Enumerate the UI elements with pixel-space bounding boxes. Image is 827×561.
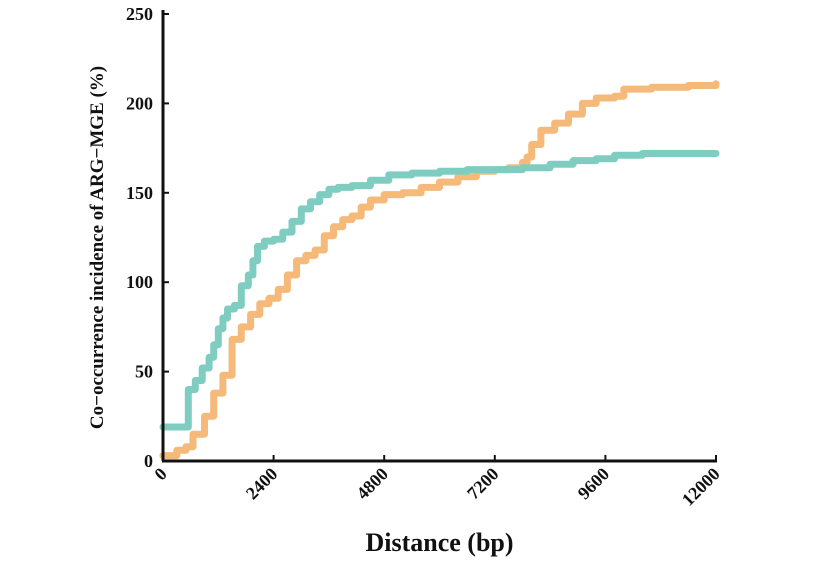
ticks-layer: 0 50 100 150 200 250 0 2400 4800 7200 9600 12000 [126, 4, 724, 510]
x-tick-label: 12000 [678, 464, 724, 510]
y-tick-label: 200 [126, 93, 153, 113]
y-tick-label: 0 [144, 451, 153, 471]
y-tick-label: 50 [135, 362, 153, 382]
x-tick-label: 0 [150, 464, 171, 485]
x-tick-label: 9600 [574, 464, 614, 504]
x-axis-title: Distance (bp) [365, 528, 513, 557]
series-line-2 [159, 150, 720, 431]
x-tick-label: 4800 [352, 464, 392, 504]
y-tick-label: 150 [126, 183, 153, 203]
series-line-1 [159, 80, 720, 460]
y-axis-title: Co−occurrence incidence of ARG−MGE (%) [87, 66, 108, 429]
x-tick-label: 7200 [463, 464, 503, 504]
y-tick-label: 100 [126, 272, 153, 292]
x-tick-label: 2400 [242, 464, 282, 504]
axes-layer [161, 10, 717, 463]
y-tick-label: 250 [126, 4, 153, 24]
series-layer [159, 80, 720, 460]
